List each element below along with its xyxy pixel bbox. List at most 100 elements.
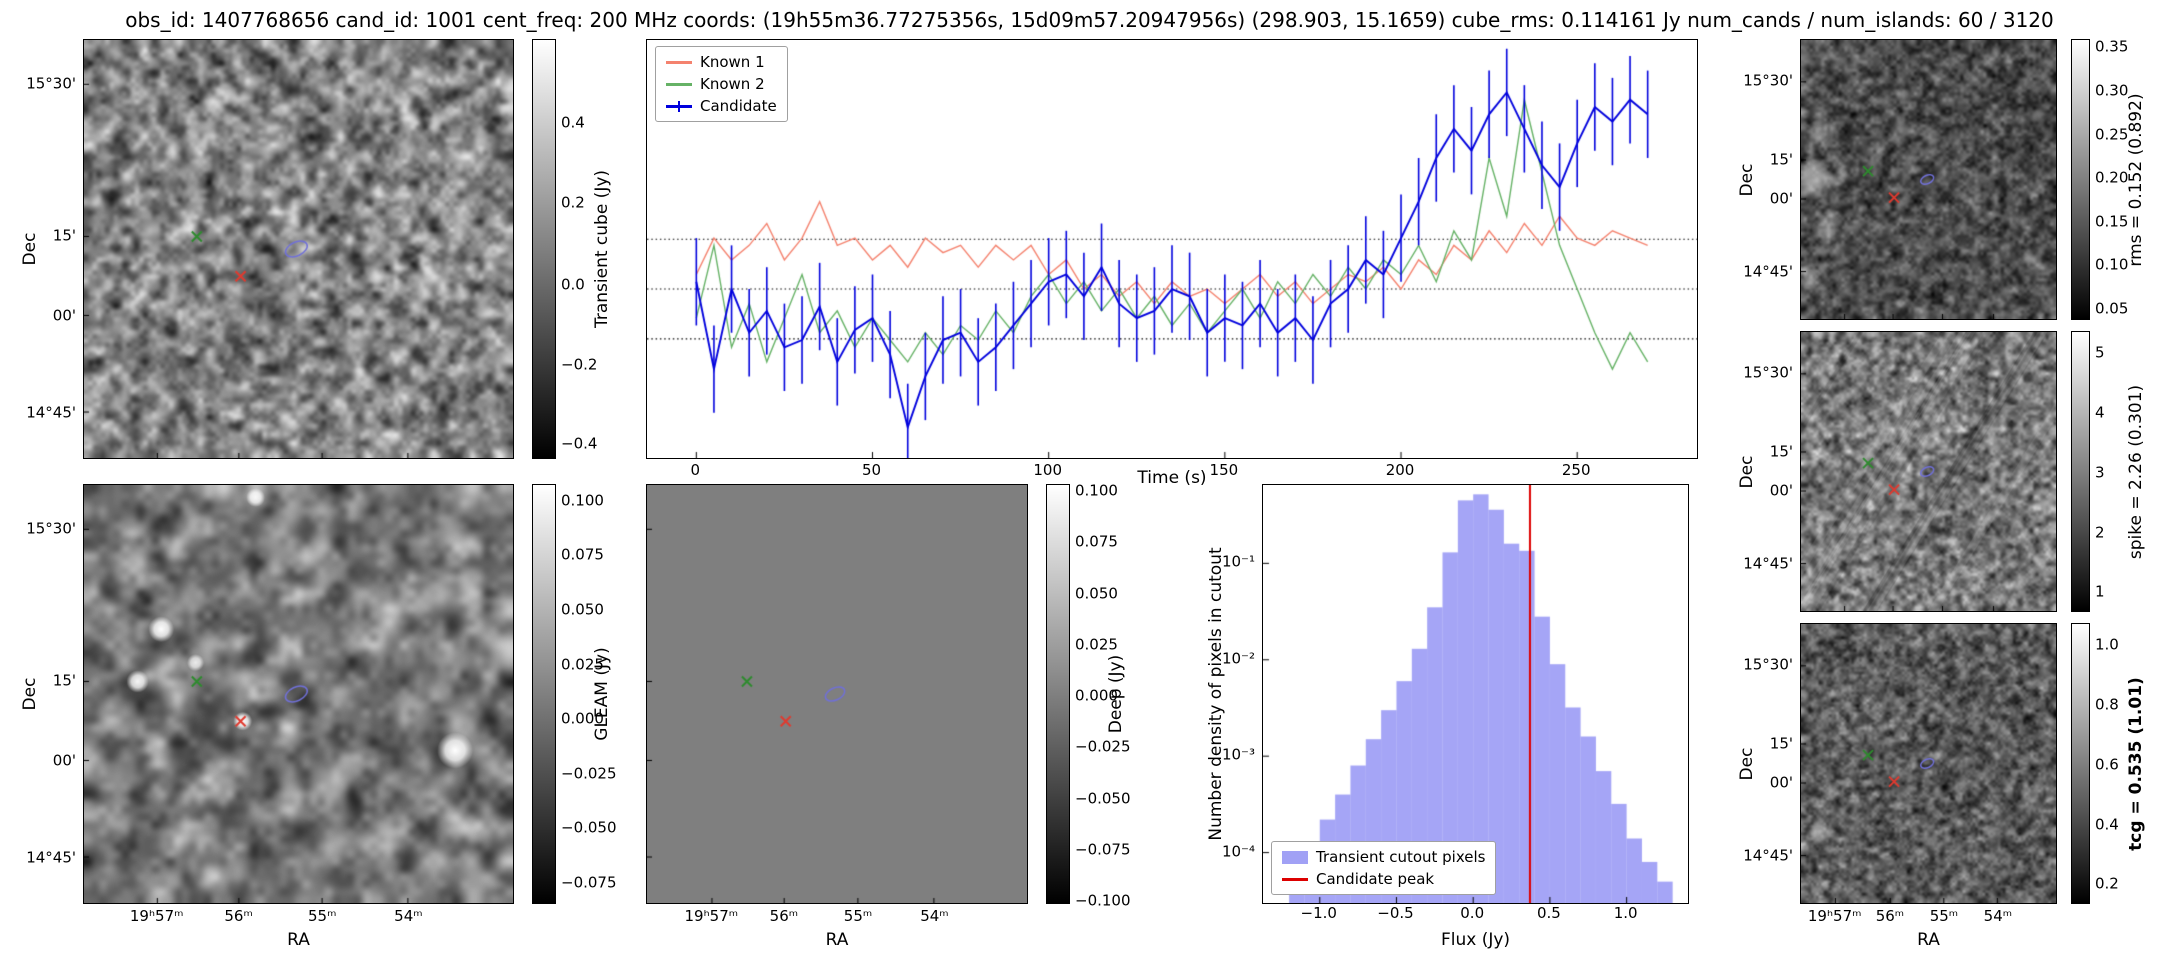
spike-map-image	[1801, 332, 2056, 611]
colorbar-tick-label: 4	[2095, 403, 2105, 422]
dec-tick-label: 15°30'	[1743, 363, 1793, 382]
colorbar-tick-label: 0.075	[561, 545, 604, 564]
dec-tick-label: 15°30'	[1743, 71, 1793, 90]
gleam-panel	[83, 484, 514, 904]
rms-colorbar-label: rms = 0.152 (0.892)	[2126, 92, 2146, 267]
colorbar-tick-label: 0.20	[2095, 168, 2129, 187]
dec-tick-label: 00'	[52, 306, 76, 325]
colorbar-tick-label: 0.050	[561, 600, 604, 619]
colorbar-tick-label: 0.0	[561, 275, 585, 294]
rms-map-panel	[1800, 39, 2057, 320]
colorbar-tick-label: 0.100	[561, 491, 604, 510]
legend-label-candidate: Candidate	[700, 97, 777, 115]
dec-tick-label: 14°45'	[1743, 262, 1793, 281]
colorbar-tick-label: −0.025	[1075, 737, 1131, 756]
density-tick-label: 10⁻⁴	[1221, 842, 1255, 861]
colorbar-tick-label: 0.025	[1075, 635, 1118, 654]
ra-tick-label: 54ᵐ	[394, 907, 423, 925]
colorbar-tick-label: 0.6	[2095, 755, 2119, 774]
colorbar-tick-label: 1	[2095, 582, 2105, 601]
gleam-image	[84, 485, 513, 903]
lightcurve-legend: Known 1 Known 2 Candidate	[655, 46, 788, 122]
ra-tick-label: 56ᵐ	[1875, 907, 1905, 925]
ra-tick-label: 55ᵐ	[307, 907, 337, 925]
dec-tick-label: 14°45'	[1743, 846, 1793, 865]
flux-tick-label: 0.5	[1536, 904, 1561, 922]
histogram-y-axis-label: Number density of pixels in cutout	[1206, 547, 1226, 841]
transient-cube-panel	[83, 39, 514, 459]
ra-tick-label: 56ᵐ	[224, 907, 253, 925]
dec-tick-label: 15'	[1769, 734, 1793, 753]
colorbar-tick-label: 0.35	[2095, 37, 2129, 56]
ra-tick-label: 54ᵐ	[920, 907, 949, 925]
colorbar-tick-label: −0.075	[561, 873, 617, 892]
legend-label-known2: Known 2	[700, 75, 765, 93]
legend-item-known2: Known 2	[666, 75, 777, 93]
density-tick-label: 10⁻²	[1221, 649, 1255, 668]
rms-colorbar	[2071, 39, 2090, 320]
colorbar-tick-label: 0.05	[2095, 299, 2129, 318]
density-tick-label: 10⁻¹	[1221, 552, 1255, 571]
transient-colorbar	[532, 39, 556, 459]
gleam-dec-axis-label: Dec	[20, 677, 40, 711]
deep-colorbar	[1046, 484, 1070, 904]
pixel-histogram-plot	[1263, 485, 1688, 903]
dec-tick-label: 15'	[1769, 150, 1793, 169]
dec-tick-label: 15°30'	[1743, 655, 1793, 674]
dec-tick-label: 14°45'	[26, 403, 76, 422]
legend-item-cutout-pixels: Transient cutout pixels	[1282, 848, 1485, 866]
colorbar-tick-label: −0.025	[561, 764, 617, 783]
colorbar-tick-label: 0.15	[2095, 212, 2129, 231]
legend-item-candidate: Candidate	[666, 97, 777, 115]
cutout-pixels-swatch	[1282, 850, 1308, 864]
dec-tick-label: 15°30'	[26, 519, 76, 538]
spike-dec-axis-label: Dec	[1737, 455, 1757, 488]
transient-cube-image	[84, 40, 513, 458]
legend-item-candidate-peak: Candidate peak	[1282, 870, 1485, 888]
colorbar-tick-label: −0.4	[561, 434, 598, 453]
gleam-ra-axis-label: RA	[287, 930, 310, 950]
flux-tick-label: −0.5	[1377, 904, 1414, 922]
time-axis-label: Time (s)	[1137, 468, 1207, 488]
colorbar-tick-label: 0.000	[561, 709, 604, 728]
time-tick-label: 150	[1209, 461, 1239, 479]
tcg-colorbar-label: tcg = 0.535 (1.01)	[2126, 676, 2146, 851]
lightcurve-plot	[647, 40, 1697, 458]
ra-tick-label: 55ᵐ	[843, 907, 873, 925]
colorbar-tick-label: 0.000	[1075, 686, 1118, 705]
known1-line-swatch	[666, 60, 692, 64]
dec-tick-label: 00'	[1769, 773, 1793, 792]
colorbar-tick-label: 0.4	[561, 113, 585, 132]
colorbar-tick-label: 2	[2095, 523, 2105, 542]
dec-tick-label: 00'	[1769, 189, 1793, 208]
density-tick-label: 10⁻³	[1221, 745, 1255, 764]
histogram-legend: Transient cutout pixels Candidate peak	[1271, 841, 1497, 895]
dec-tick-label: 15'	[52, 671, 76, 690]
dec-tick-label: 14°45'	[1743, 554, 1793, 573]
time-tick-label: 200	[1385, 461, 1415, 479]
colorbar-tick-label: 0.2	[561, 193, 585, 212]
tcg-ra-axis-label: RA	[1917, 930, 1940, 950]
colorbar-tick-label: −0.075	[1075, 840, 1131, 859]
ra-tick-label: 54ᵐ	[1983, 907, 2013, 925]
tcg-dec-axis-label: Dec	[1737, 747, 1757, 780]
time-tick-label: 0	[690, 461, 701, 479]
ra-tick-label: 55ᵐ	[1929, 907, 1959, 925]
candidate-peak-swatch	[1282, 877, 1308, 881]
colorbar-tick-label: −0.100	[1075, 891, 1131, 910]
tcg-map-panel	[1800, 623, 2057, 904]
colorbar-tick-label: 1.0	[2095, 635, 2119, 654]
colorbar-tick-label: 0.4	[2095, 815, 2119, 834]
gleam-colorbar	[532, 484, 556, 904]
colorbar-tick-label: 0.075	[1075, 532, 1118, 551]
colorbar-tick-label: 0.25	[2095, 125, 2129, 144]
flux-tick-label: 1.0	[1613, 904, 1638, 922]
tcg-map-image	[1801, 624, 2056, 903]
spike-map-panel	[1800, 331, 2057, 612]
legend-label-cutout-pixels: Transient cutout pixels	[1316, 848, 1486, 866]
ra-tick-label: 56ᵐ	[769, 907, 799, 925]
deep-ra-axis-label: RA	[825, 930, 849, 950]
dec-tick-label: 14°45'	[26, 848, 76, 867]
dec-tick-label: 15°30'	[26, 74, 76, 93]
